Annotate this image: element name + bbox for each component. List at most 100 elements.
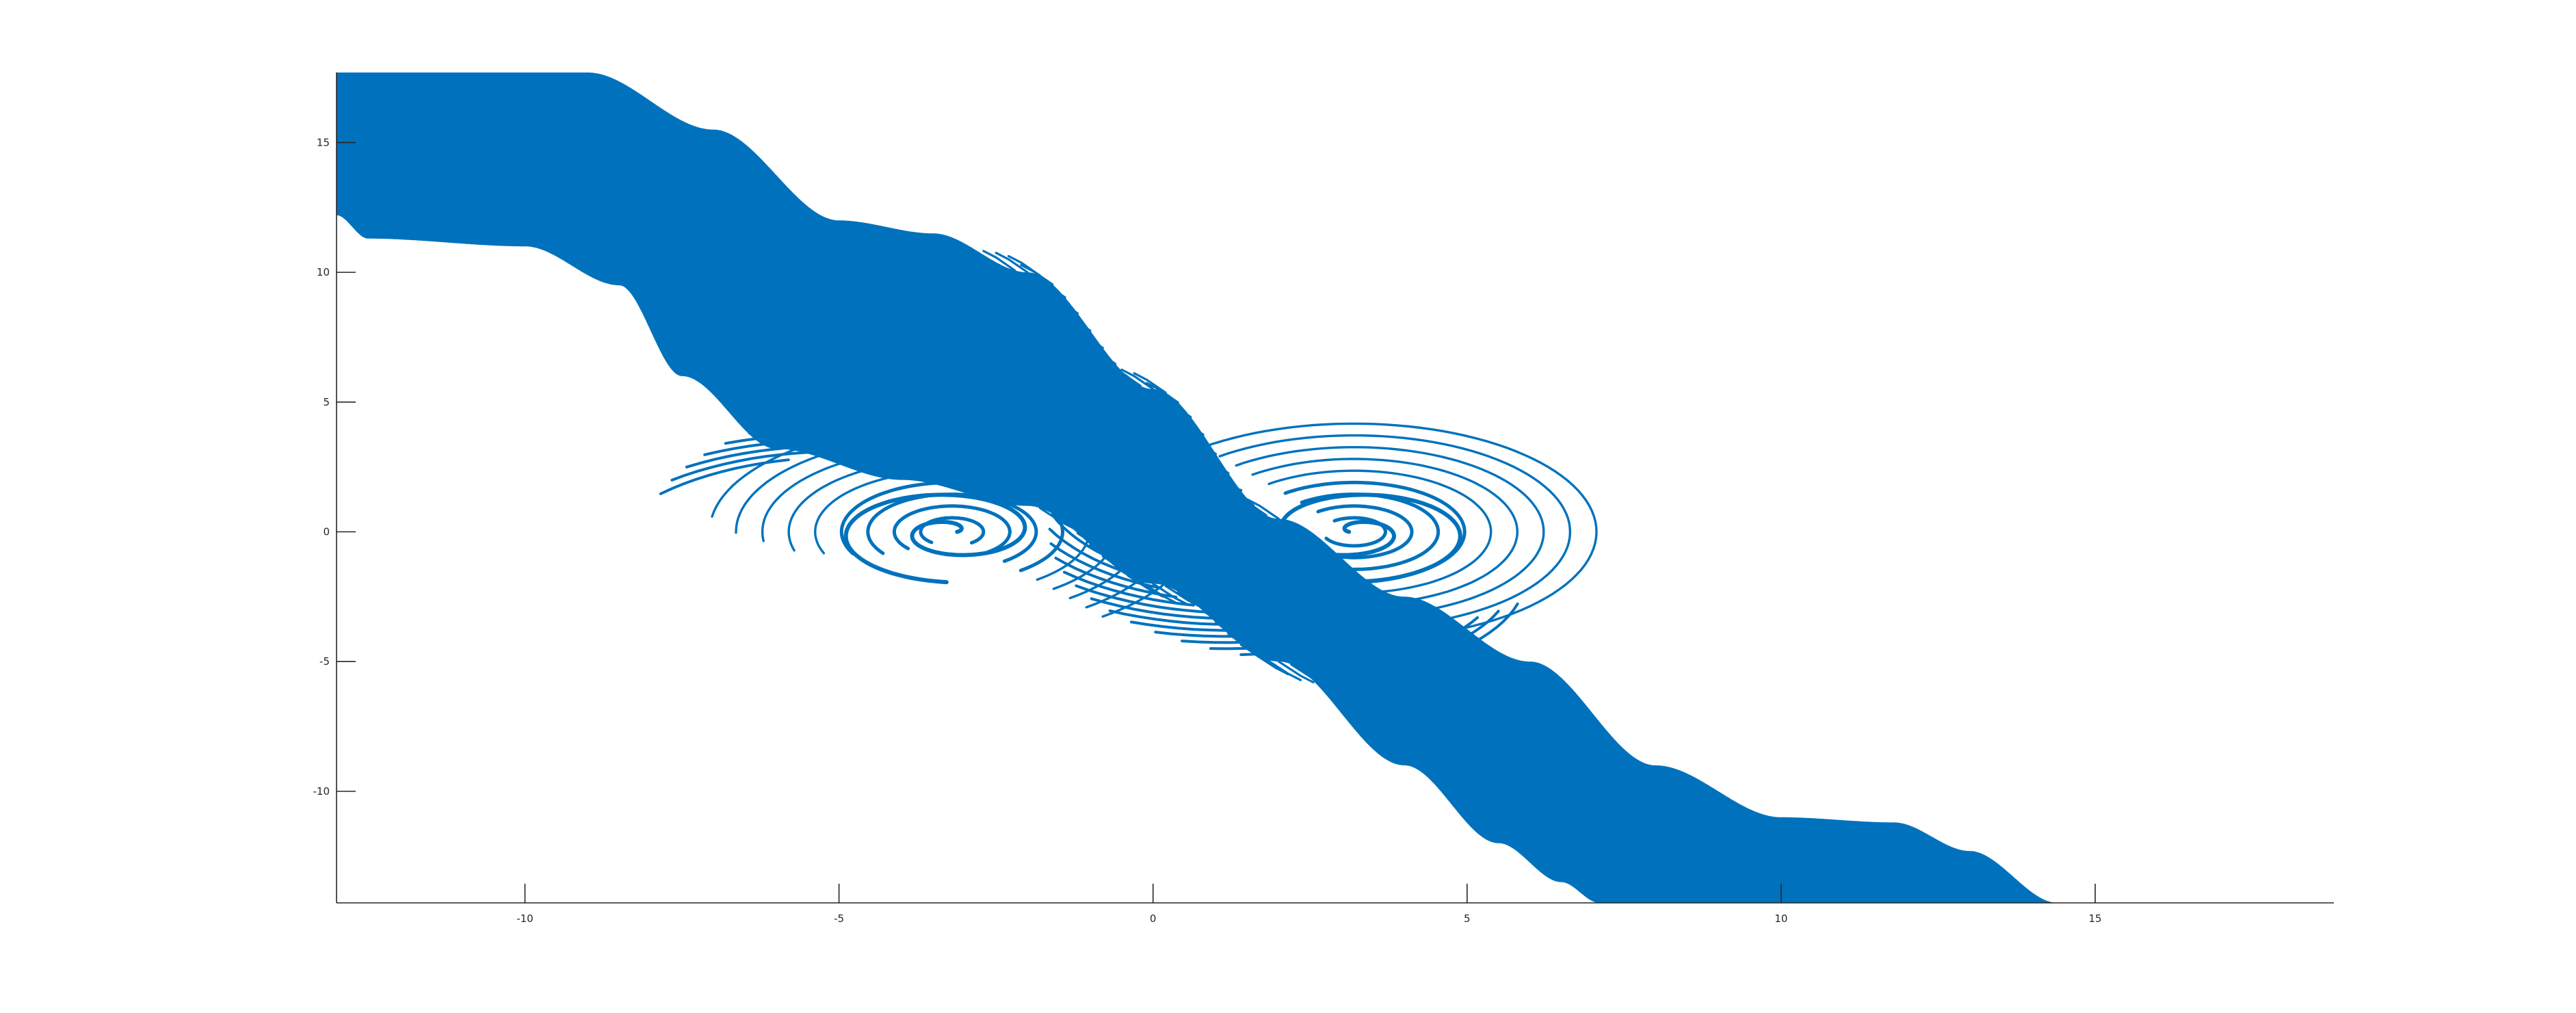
- right-spiral-arc: [1251, 458, 1519, 606]
- center-fringe: [995, 252, 1029, 274]
- left-spiral-fringe: [930, 398, 1051, 442]
- left-spiral-arc: [787, 458, 1117, 590]
- left-spiral-arc: [892, 504, 1012, 554]
- center-fringe: [1265, 658, 1302, 681]
- left-spiral-fringe: [1061, 407, 1132, 469]
- right-spiral-fringe: [1271, 629, 1408, 661]
- left-spiral-fringe: [685, 445, 830, 469]
- right-spiral-fringe: [1370, 616, 1479, 666]
- center-fringe: [982, 250, 1016, 272]
- center-fringe: [1032, 276, 1066, 299]
- right-spiral-fringe: [1135, 426, 1166, 494]
- data-point-band: [337, 73, 2058, 903]
- left-spiral-fringe: [703, 438, 853, 456]
- right-spiral-fringe: [1108, 447, 1127, 515]
- center-fringe: [1145, 382, 1180, 404]
- left-spiral-fringe: [832, 408, 977, 433]
- x-tick-label: 5: [1464, 912, 1471, 925]
- x-tick-label: -5: [834, 912, 844, 925]
- y-tick-label: -10: [313, 785, 330, 798]
- right-spiral-arc: [1235, 446, 1545, 618]
- center-fringe: [1089, 543, 1127, 567]
- right-spiral-fringe: [1066, 485, 1126, 549]
- right-spiral-fringe: [1122, 436, 1142, 505]
- left-spiral-arc: [735, 434, 1170, 609]
- left-spiral-fringe: [1029, 402, 1114, 460]
- axes: -10 -5 0 5 10 15 -10 -5 0 5 10 15: [313, 73, 2334, 925]
- right-spiral-fringe: [1404, 609, 1500, 664]
- center-fringe: [1208, 470, 1242, 492]
- y-tick-label: 15: [317, 136, 330, 148]
- right-spiral-fringe: [1094, 459, 1124, 527]
- x-tick-label: 10: [1774, 912, 1787, 925]
- left-spiral-fringe: [1181, 450, 1202, 518]
- right-spiral-arc: [1324, 516, 1388, 548]
- center-fringe: [1064, 521, 1101, 545]
- center-fringe: [1196, 452, 1230, 475]
- left-spiral-fringe: [864, 404, 1003, 434]
- center-fringe: [1246, 498, 1280, 521]
- left-spiral-fringe: [996, 399, 1094, 453]
- x-tick-label: -10: [516, 912, 534, 925]
- left-spiral-arc: [761, 446, 1143, 600]
- right-spiral-fringe: [1436, 602, 1519, 661]
- left-spiral-fringe: [774, 421, 926, 433]
- center-fringe: [1076, 531, 1114, 555]
- left-spiral-fringe: [1183, 462, 1216, 529]
- left-spiral-fringe: [896, 400, 1027, 438]
- center-fringe: [1120, 368, 1155, 391]
- right-spiral-arc: [1305, 504, 1414, 560]
- right-spiral-fringe: [1209, 631, 1358, 650]
- y-tick-label: 0: [323, 525, 330, 538]
- center-fringe: [1233, 495, 1267, 516]
- center-fringe: [1057, 310, 1092, 332]
- center-fringe: [1277, 660, 1315, 684]
- y-axis-ticks: -10 -5 0 5 10 15: [313, 136, 356, 798]
- center-fringe: [1202, 609, 1239, 633]
- right-spiral-arc: [1218, 434, 1572, 630]
- center-fringe: [1227, 633, 1265, 657]
- center-fringe: [1101, 555, 1139, 579]
- x-tick-label: 0: [1150, 912, 1157, 925]
- right-spiral-fringe: [1075, 584, 1215, 614]
- y-tick-label: -5: [319, 655, 330, 668]
- center-fringe: [1190, 599, 1226, 622]
- right-spiral-arc: [1202, 422, 1598, 642]
- left-spiral-fringe: [748, 426, 901, 435]
- right-spiral-fringe: [1079, 471, 1123, 538]
- right-spiral-fringe: [1062, 570, 1195, 607]
- right-spiral-fringe: [1337, 621, 1457, 666]
- x-axis-ticks: -10 -5 0 5 10 15: [516, 884, 2102, 925]
- left-spiral-arc: [813, 469, 1090, 581]
- left-spiral-arc: [919, 516, 986, 544]
- center-fringe: [1139, 580, 1177, 604]
- x-tick-label: 15: [2089, 912, 2102, 925]
- center-fringe: [1152, 582, 1189, 606]
- y-tick-label: 5: [323, 396, 330, 408]
- center-fringe: [1044, 293, 1079, 315]
- center-fringe: [1183, 433, 1218, 456]
- left-spiral-fringe: [724, 432, 876, 445]
- center-fringe: [1083, 343, 1117, 365]
- right-spiral-arc: [1267, 469, 1493, 594]
- left-spiral-fringe: [1146, 429, 1174, 497]
- right-spiral-fringe: [1239, 631, 1383, 657]
- center-fringe: [1170, 414, 1205, 436]
- left-spiral-fringe: [659, 458, 790, 495]
- y-tick-label: 10: [317, 266, 330, 278]
- right-spiral-fringe: [1108, 609, 1259, 626]
- right-spiral-fringe: [1130, 620, 1283, 632]
- center-fringe: [1158, 396, 1192, 419]
- center-fringe: [1070, 327, 1104, 350]
- center-fringe: [1214, 621, 1252, 645]
- center-fringe: [1107, 365, 1142, 387]
- right-spiral-fringe: [1304, 626, 1433, 664]
- left-spiral-arc: [866, 492, 1038, 563]
- left-spiral-fringe: [1165, 517, 1257, 573]
- left-spiral-fringe: [1091, 412, 1147, 477]
- right-spiral-fringe: [1154, 629, 1307, 638]
- left-spiral-fringe: [1171, 439, 1188, 508]
- left-spiral-fringe: [670, 451, 809, 482]
- left-spiral-fringe: [802, 415, 951, 432]
